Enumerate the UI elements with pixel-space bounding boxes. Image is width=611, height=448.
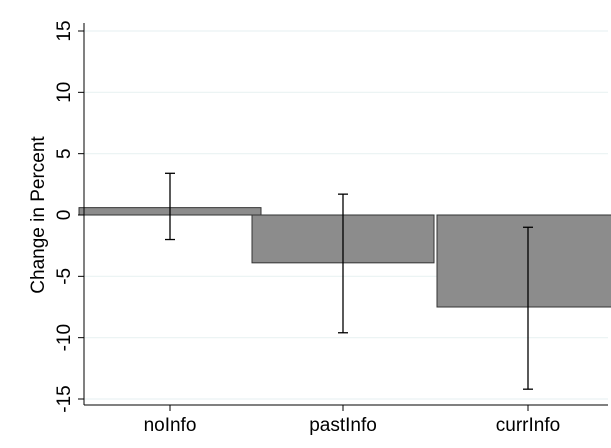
y-tick-label-3: 0	[54, 210, 75, 221]
y-axis-title: Change in Percent	[28, 136, 49, 294]
y-tick-label-6: 15	[54, 20, 75, 41]
y-tick-label-2: -5	[54, 268, 75, 285]
axes	[78, 23, 608, 411]
y-tick-label-1: -10	[54, 324, 75, 351]
y-tick-label-4: 5	[54, 148, 75, 159]
x-tick-label-pastInfo: pastInfo	[309, 415, 377, 436]
bar-currInfo	[436, 214, 611, 308]
error-bars	[165, 172, 533, 390]
x-tick-label-noInfo: noInfo	[144, 415, 197, 436]
y-tick-label-5: 10	[54, 82, 75, 103]
bars	[78, 207, 611, 308]
x-tick-label-currInfo: currInfo	[496, 415, 560, 436]
tick-labels: -15 -10 -5 0 5 10 15 noInfo pastInfo currInfo	[54, 20, 560, 436]
y-tick-label-0: -15	[54, 385, 75, 412]
